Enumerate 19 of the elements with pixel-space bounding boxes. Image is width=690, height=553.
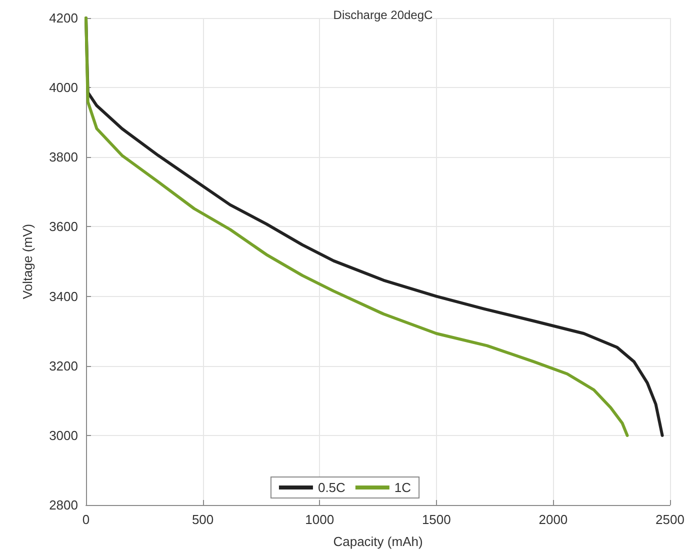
y-tick-label: 4200 <box>49 10 78 26</box>
x-tick-label: 1500 <box>422 512 451 527</box>
y-tick-label: 3200 <box>49 358 78 374</box>
chart-title: Discharge 20degC <box>333 8 434 22</box>
x-tick-label: 2000 <box>538 512 568 527</box>
x-tick-label: 0 <box>82 512 90 527</box>
y-tick-label: 3600 <box>49 219 78 234</box>
x-tick-label: 500 <box>192 512 214 527</box>
y-tick-label: 2800 <box>49 498 78 512</box>
y-tick-label: 3800 <box>49 150 78 165</box>
y-tick-label: 3400 <box>49 288 78 304</box>
legend-label: 0.5C <box>318 480 346 495</box>
y-tick-label: 3000 <box>49 428 78 443</box>
y-tick-label: 4000 <box>49 80 78 96</box>
y-axis-title: Voltage (mV) <box>20 224 35 300</box>
x-tick-label: 2500 <box>656 512 684 527</box>
x-tick-label: 1000 <box>305 512 334 527</box>
x-axis-title: Capacity (mAh) <box>333 534 423 549</box>
legend-label: 1C <box>394 480 412 495</box>
